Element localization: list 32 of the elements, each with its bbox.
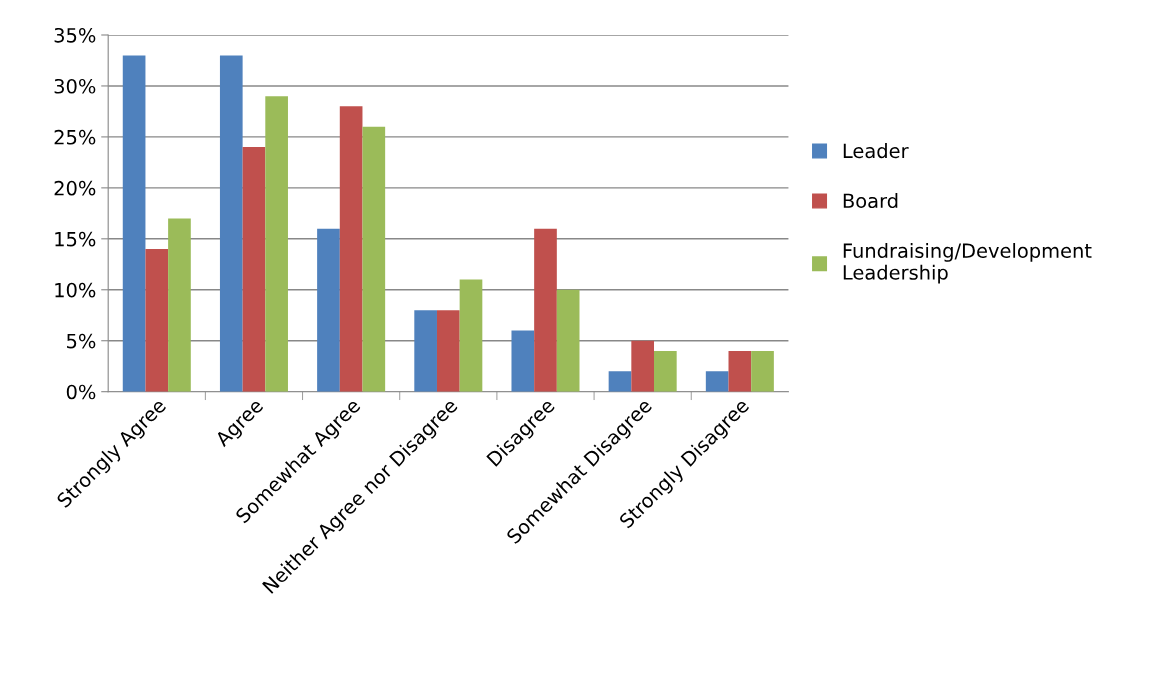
bar [414,310,437,392]
bar [511,330,535,392]
bar [219,55,243,392]
bar [534,228,557,392]
y-tick-label: 20% [54,180,96,196]
legend-label: Board [843,193,898,209]
bar [705,371,729,392]
y-tick-label: 25% [54,129,96,145]
y-tick-label: 10% [55,282,96,298]
legend-label: Leader [843,143,909,159]
bar [751,350,774,392]
bar [459,279,483,392]
bar [654,350,677,392]
bar [436,310,460,392]
bar [608,371,632,392]
y-tick-label: 30% [54,78,96,94]
bar [265,96,288,392]
bar [242,147,266,392]
legend-label: Fundraising/Development Leadership [843,242,1092,284]
bar [122,55,146,392]
bar [631,340,655,392]
bar [339,106,363,392]
bar [362,126,386,392]
bar [145,249,169,392]
bar [556,289,580,392]
bar [168,218,191,392]
y-tick-label: 0% [66,384,96,400]
bar [317,228,340,392]
y-tick-label: 15% [55,231,96,247]
bar [728,350,752,392]
y-tick-label: 5% [67,333,96,349]
y-tick-label: 35% [54,27,96,43]
